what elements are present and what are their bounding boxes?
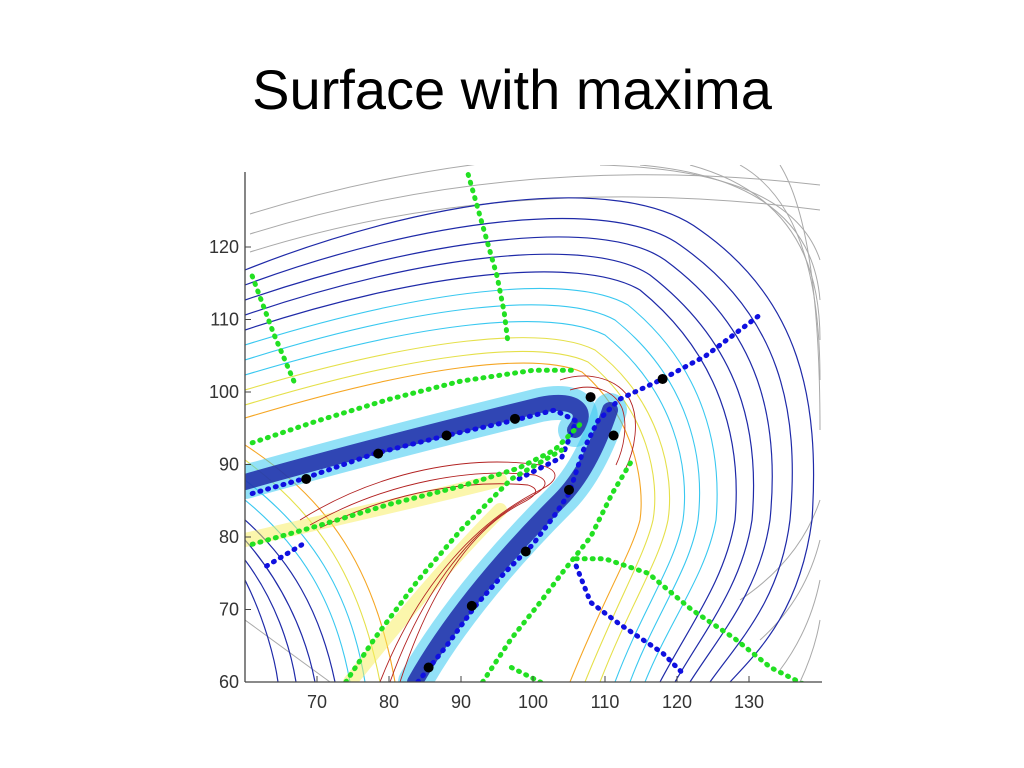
maximum-point bbox=[301, 474, 312, 484]
low-contours bbox=[245, 197, 815, 682]
valley-path bbox=[249, 367, 579, 446]
valley-path bbox=[465, 172, 511, 344]
cyan-contours bbox=[245, 287, 718, 682]
ridge-path bbox=[573, 563, 687, 678]
y-tick-label: 110 bbox=[210, 310, 239, 330]
maximum-point bbox=[585, 392, 596, 403]
maximum-point bbox=[423, 662, 434, 673]
maximum-point bbox=[510, 413, 520, 424]
y-tick-label: 70 bbox=[219, 600, 239, 620]
valley-path bbox=[573, 556, 805, 682]
x-tick-label: 130 bbox=[734, 692, 764, 712]
x-tick-label: 110 bbox=[591, 692, 620, 712]
y-axis-ticks: 60 70 80 90 100 110 120 bbox=[209, 237, 251, 692]
ridge-paths bbox=[249, 309, 766, 682]
x-tick-label: 70 bbox=[307, 692, 327, 712]
contour-layer bbox=[245, 165, 821, 682]
maximum-point bbox=[466, 600, 477, 611]
maximum-point bbox=[657, 373, 668, 384]
x-tick-label: 90 bbox=[451, 692, 471, 712]
ridge-path bbox=[249, 407, 580, 496]
maxima-points bbox=[301, 373, 668, 673]
valley-paths bbox=[249, 172, 805, 682]
valley-path bbox=[249, 273, 298, 388]
y-tick-label: 90 bbox=[219, 455, 239, 475]
valley-path bbox=[343, 447, 565, 682]
x-tick-label: 100 bbox=[518, 692, 548, 712]
x-tick-label: 120 bbox=[662, 692, 692, 712]
peak-contours bbox=[299, 375, 636, 682]
y-tick-label: 60 bbox=[219, 672, 239, 692]
maximum-point bbox=[373, 448, 384, 459]
ridge-bands bbox=[245, 386, 627, 682]
ridge-path bbox=[264, 541, 306, 569]
maximum-point bbox=[564, 484, 574, 495]
far-contours bbox=[245, 165, 821, 682]
slide-title: Surface with maxima bbox=[252, 58, 772, 121]
maximum-point bbox=[520, 546, 531, 557]
x-axis-ticks: 70 80 90 100 110 120 130 bbox=[307, 676, 764, 712]
valley-path bbox=[508, 665, 546, 682]
y-tick-label: 100 bbox=[209, 382, 239, 402]
valley-path bbox=[480, 454, 637, 682]
valley-path bbox=[249, 418, 586, 547]
maximum-point bbox=[441, 430, 452, 441]
x-tick-label: 80 bbox=[379, 692, 399, 712]
y-tick-label: 80 bbox=[219, 527, 239, 547]
y-tick-label: 120 bbox=[209, 237, 239, 257]
maximum-point bbox=[608, 430, 619, 441]
